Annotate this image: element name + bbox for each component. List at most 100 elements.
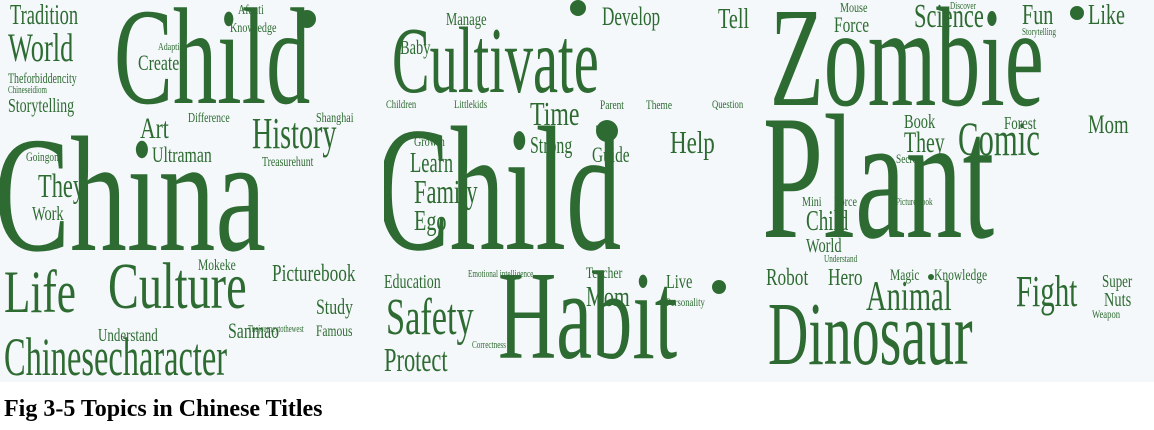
word-they: They <box>904 126 945 159</box>
word-baby: Baby <box>400 37 431 59</box>
word-education: Education <box>384 271 441 293</box>
word-personality: Personality <box>666 295 705 309</box>
word-cultivate: Cultivate <box>392 9 599 113</box>
word-adaption: Adaption <box>158 41 188 53</box>
word-magic: Magic <box>890 267 920 284</box>
word-world: World <box>806 235 842 257</box>
word-littlekids: Littlekids <box>454 97 488 111</box>
word-robot: Robot <box>766 265 809 291</box>
word-dinosaur: Dinosaur <box>768 285 973 382</box>
word-weapon: Weapon <box>1092 307 1121 321</box>
word-chinesecharacter: Chinesecharacter <box>4 327 228 382</box>
word-afanti: Afanti <box>238 3 264 18</box>
word-tell: Tell <box>718 4 750 35</box>
word-hero: Hero <box>828 265 863 291</box>
word-cloud-panel-2: Child Cultivate Habit Safety Protect Fam… <box>384 0 766 382</box>
word-cloud-panel-3: Plant Zombie Dinosaur Comic Animal Fight… <box>766 0 1154 382</box>
word-treasurehunt: Treasurehunt <box>262 155 314 170</box>
word-china: China <box>0 103 266 286</box>
word-storytelling: Storytelling <box>1022 27 1057 38</box>
word-children: Children <box>386 97 417 111</box>
word-history: History <box>252 109 337 158</box>
word-culture: Culture <box>108 250 247 323</box>
bullet-dot <box>596 120 618 142</box>
bullet-dot <box>712 280 726 294</box>
word-mouse: Mouse <box>840 1 868 16</box>
bullet-dot <box>298 10 316 28</box>
word-life: Life <box>4 259 76 325</box>
word-cloud-panel-1: China Child Life Culture Chinesecharacte… <box>0 0 384 382</box>
word-fight: Fight <box>1016 267 1078 316</box>
word-world: World <box>8 25 74 70</box>
word-art: Art <box>140 112 169 145</box>
word-develop: Develop <box>602 2 661 31</box>
word-study: Study <box>316 294 353 319</box>
word-famous: Famous <box>316 323 353 340</box>
word-help: Help <box>670 124 715 160</box>
figure-caption: Fig 3-5 Topics in Chinese Titles <box>4 396 323 422</box>
word-fun: Fun <box>1022 0 1054 31</box>
word-animal: Animal <box>866 274 952 320</box>
word-force: Force <box>834 12 870 37</box>
word-safety: Safety <box>386 289 474 346</box>
word-shanghai: Shanghai <box>316 111 354 126</box>
word-forest: Forest <box>1004 113 1037 133</box>
word-learn: Learn <box>410 148 454 179</box>
word-ultraman: Ultraman <box>152 142 212 167</box>
word-like: Like <box>1088 0 1125 31</box>
word-emotional-intelligence: Emotional intelligence <box>468 269 534 280</box>
word-super: Super <box>1102 271 1133 291</box>
word-chineseidiom: Chineseidiom <box>8 85 47 96</box>
word-plant: Plant <box>766 78 995 276</box>
word-guide: Guide <box>592 142 630 167</box>
word-zombie: Zombie <box>770 0 1044 136</box>
word-manage: Manage <box>446 9 487 29</box>
word-mom: Mom <box>586 282 630 313</box>
word-correctness: Correctness <box>472 340 506 351</box>
word-work: Work <box>32 203 64 225</box>
word-time: Time <box>530 96 580 133</box>
word-picture-book: Picture book <box>896 197 933 208</box>
word-knowledge: Knowledge <box>230 21 277 36</box>
word-parent: Parent <box>600 97 624 112</box>
word-strong: Strong <box>530 133 573 159</box>
word-mom: Mom <box>1088 110 1129 139</box>
word-sanmao: Sanmao <box>228 318 280 343</box>
word-live: Live <box>666 271 693 293</box>
word-science: Science <box>914 0 984 35</box>
bullet-dot <box>1070 6 1084 20</box>
bullet-dot <box>928 274 934 280</box>
word-question: Question <box>712 97 744 111</box>
word-create: Create <box>138 50 180 75</box>
word-protect: Protect <box>384 342 448 379</box>
word-theme: Theme <box>646 97 672 112</box>
word-difference: Difference <box>188 111 230 126</box>
word-tradition: Tradition <box>10 0 79 31</box>
word-nuts: Nuts <box>1104 289 1132 311</box>
word-mini: Mini <box>802 195 822 210</box>
word-understand: Understand <box>98 325 158 345</box>
word-picturebook: Picturebook <box>272 261 356 287</box>
word-child: Child <box>114 0 311 133</box>
word-growth: Growth <box>414 135 445 150</box>
word-understand: Understand <box>824 254 858 265</box>
word-they: They <box>38 168 85 205</box>
word-comic: Comic <box>958 113 1040 166</box>
word-discover: Discover <box>950 1 976 12</box>
bullet-dot <box>570 0 586 16</box>
word-theforbiddencity: Theforbiddencity <box>8 71 77 87</box>
word-mokeke: Mokeke <box>198 257 236 274</box>
word-storytelling: Storytelling <box>8 95 75 117</box>
word-secret: Secret <box>896 151 920 166</box>
word-ego: Ego <box>414 206 447 237</box>
word-teacher: Teacher <box>586 265 623 282</box>
word-child-large: Child <box>384 90 622 288</box>
word-family: Family <box>414 174 478 211</box>
word-knowledge: Knowledge <box>934 267 988 284</box>
word-child: Child <box>806 206 849 237</box>
word-habit: Habit <box>498 247 678 382</box>
word-goingon: Goingon <box>26 149 59 164</box>
word-force-2: Force <box>834 195 857 210</box>
word-thejourneytothewest: Thejourneytothewest <box>248 324 304 335</box>
word-book: Book <box>904 111 936 133</box>
